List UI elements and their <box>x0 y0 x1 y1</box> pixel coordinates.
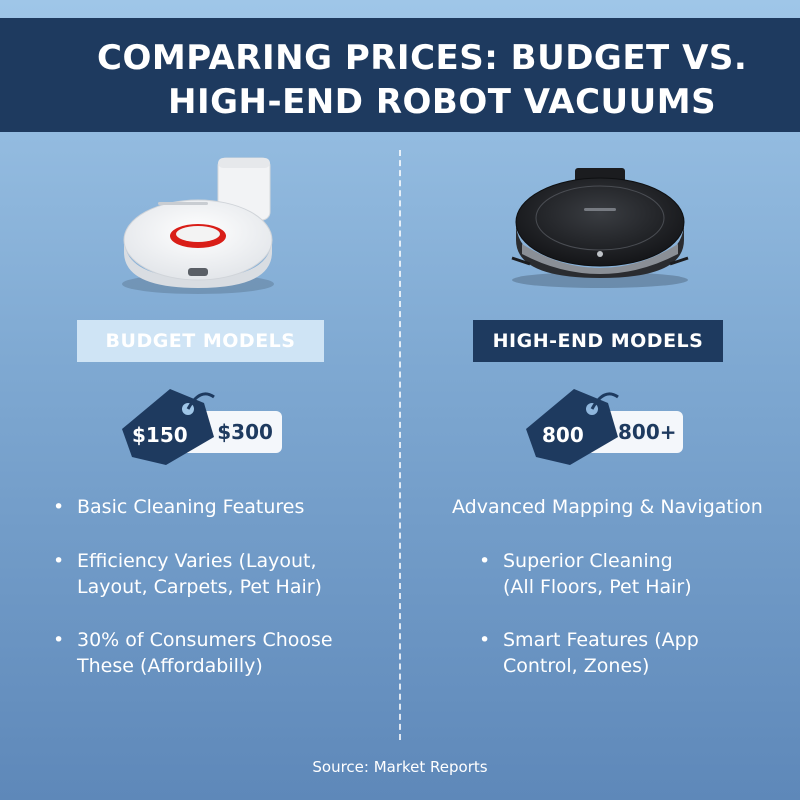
feature-text: Basic Cleaning Features <box>77 496 305 518</box>
center-divider <box>399 150 401 740</box>
feature-text: These (Affordabilly) <box>77 655 263 677</box>
high-end-box-price: 800+ <box>618 420 677 444</box>
high-end-feature-item: Advanced Mapping & Navigation <box>452 494 792 520</box>
feature-text: Advanced Mapping & Navigation <box>452 496 763 518</box>
black-robot-vacuum-icon <box>511 168 689 288</box>
budget-box-price: - $300 <box>202 420 273 444</box>
bullet-icon: • <box>53 550 65 572</box>
bullet-icon: • <box>53 496 65 518</box>
title-line-1: COMPARING PRICES: BUDGET VS. <box>97 38 748 78</box>
page-title: COMPARING PRICES: BUDGET VS. HIGH-END RO… <box>0 36 800 124</box>
price-tag-icon <box>526 389 619 465</box>
feature-text: Efficiency Varies (Layout, <box>77 550 317 572</box>
price-tag-icon <box>122 389 215 465</box>
feature-text: Control, Zones) <box>503 655 650 677</box>
feature-text: Smart Features (App <box>503 629 699 651</box>
budget-feature-item: • Basic Cleaning Features <box>53 494 377 520</box>
budget-feature-item: • 30% of Consumers Choose These (Afforda… <box>53 627 377 679</box>
source-caption: Source: Market Reports <box>312 758 488 776</box>
feature-text: (All Floors, Pet Hair) <box>503 576 692 598</box>
title-line-2: HIGH-END ROBOT VACUUMS <box>168 82 717 122</box>
high-end-tag-price: 800 <box>542 423 584 447</box>
feature-text: 30% of Consumers Choose <box>77 629 333 651</box>
high-end-models-label: HIGH-END MODELS <box>473 320 723 362</box>
white-robot-vacuum-icon <box>122 157 274 294</box>
feature-text: Layout, Carpets, Pet Hair) <box>77 576 322 598</box>
budget-feature-item: • Efficiency Varies (Layout, Layout, Car… <box>53 548 377 600</box>
high-end-feature-item: • Smart Features (App Control, Zones) <box>479 627 743 679</box>
feature-text: Superior Cleaning <box>503 550 673 572</box>
title-banner <box>0 18 800 132</box>
high-end-feature-item: • Superior Cleaning (All Floors, Pet Hai… <box>479 548 743 600</box>
bullet-icon: • <box>53 629 65 651</box>
bullet-icon: • <box>479 550 491 572</box>
bullet-icon: • <box>479 629 491 651</box>
budget-models-label: BUDGET MODELS <box>77 320 324 362</box>
budget-tag-price: $150 <box>132 423 188 447</box>
